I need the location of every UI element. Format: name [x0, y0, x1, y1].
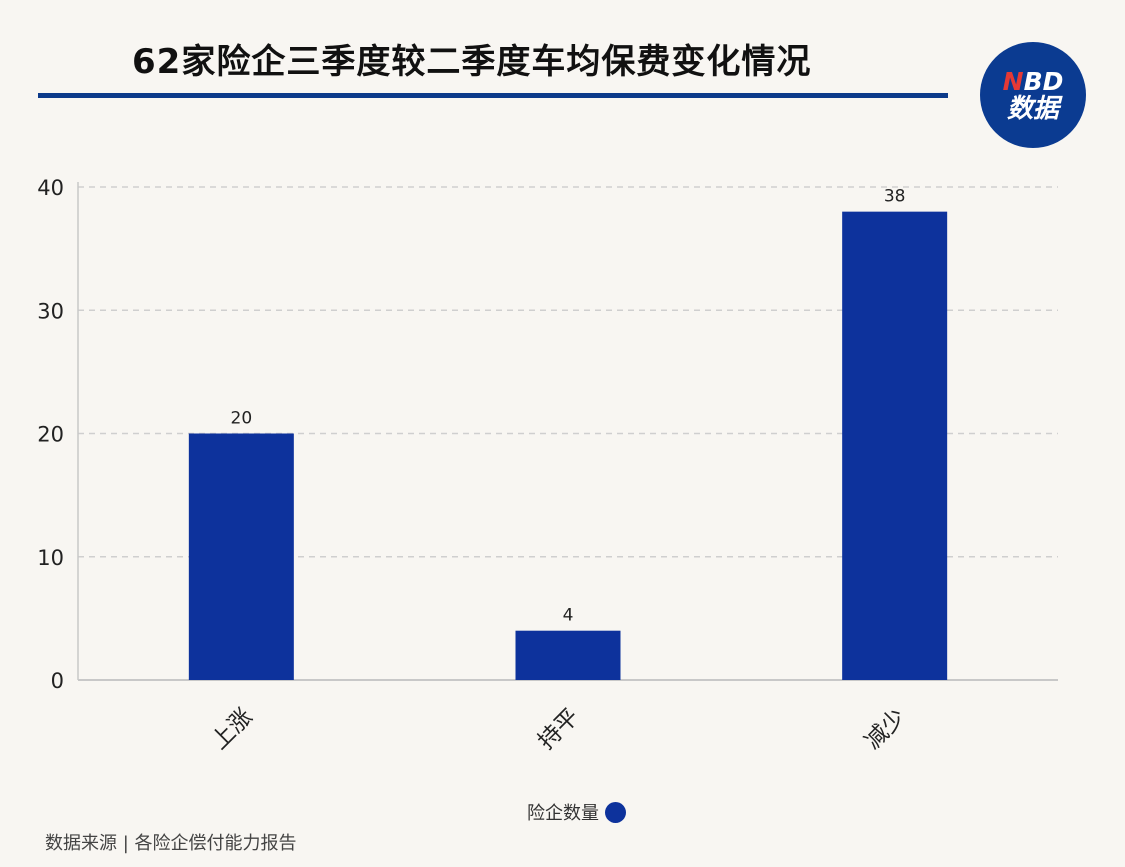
y-tick-label: 20	[37, 423, 64, 447]
data-source: 数据来源 | 各险企偿付能力报告	[45, 833, 297, 854]
y-tick-label: 10	[37, 546, 64, 570]
legend-label: 险企数量	[527, 803, 599, 824]
x-tick-label: 持平	[533, 704, 584, 755]
bar	[188, 433, 294, 680]
logo-text-bottom: 数据	[1006, 93, 1059, 124]
legend: 险企数量	[527, 799, 626, 825]
x-tick-label: 上涨	[207, 704, 258, 755]
legend-swatch	[605, 801, 626, 823]
bar	[515, 630, 621, 680]
chart-title: 62家险企三季度较二季度车均保费变化情况	[132, 42, 812, 82]
y-tick-label: 30	[37, 299, 64, 323]
bar-chart: 0 10 20 30 40 20 上涨 4 持平 38 减少	[37, 176, 1058, 755]
y-tick-label: 40	[37, 176, 64, 200]
x-tick-label: 减少	[860, 704, 911, 755]
data-label: 20	[231, 409, 253, 429]
title-underline	[38, 93, 948, 98]
logo-text-top: NBD	[1002, 66, 1064, 96]
y-tick-label: 0	[51, 669, 64, 693]
data-label: 4	[563, 606, 574, 626]
bar	[842, 211, 948, 680]
nbd-logo: NBD 数据	[980, 42, 1086, 148]
data-label: 38	[884, 187, 906, 207]
